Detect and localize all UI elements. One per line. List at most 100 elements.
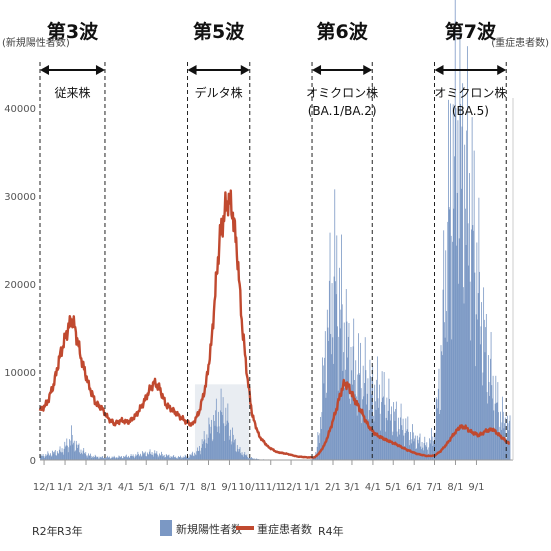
bar-new-cases [494, 430, 495, 460]
bar-new-cases [54, 449, 56, 460]
variant-label: オミクロン株 [306, 85, 378, 100]
x-tick-label: 7/1 [426, 482, 442, 493]
bar-new-cases [176, 457, 177, 460]
bar-new-cases [408, 431, 409, 460]
bar-new-cases [393, 411, 395, 460]
x-tick-label: 9/1 [221, 482, 237, 493]
x-tick-label: 4/1 [365, 482, 381, 493]
x-tick-label: 11/1 [260, 482, 282, 493]
bar-new-cases [86, 457, 88, 460]
bar-new-cases [227, 403, 229, 460]
bar-new-cases [461, 126, 463, 460]
bar-new-cases [328, 280, 330, 460]
bar-new-cases [425, 445, 426, 460]
bar-new-cases [446, 311, 447, 460]
bar-new-cases [65, 445, 67, 460]
bar-new-cases [155, 453, 156, 460]
bar-new-cases [249, 458, 251, 460]
bar-new-cases [133, 456, 135, 460]
bar-new-cases [160, 454, 162, 460]
bar-new-cases [88, 453, 89, 460]
bar-new-cases [203, 431, 205, 460]
bar-new-cases [181, 458, 183, 460]
legend-swatch-new-cases [160, 520, 172, 536]
bar-new-cases [188, 457, 190, 460]
bar-new-cases [169, 457, 171, 460]
bar-new-cases [232, 427, 233, 460]
bar-new-cases [421, 441, 423, 460]
bar-new-cases [397, 417, 399, 460]
bar-new-cases [322, 357, 323, 460]
bar-new-cases [71, 434, 73, 460]
bar-new-cases [199, 450, 201, 460]
bar-new-cases [332, 337, 334, 460]
bar-new-cases [393, 402, 395, 460]
bar-new-cases [83, 447, 85, 460]
bar-new-cases [341, 304, 343, 460]
bar-new-cases [148, 454, 150, 460]
x-tick-label: 4/1 [118, 482, 134, 493]
bar-new-cases [337, 326, 338, 460]
bar-new-cases [355, 360, 357, 460]
bar-new-cases [466, 46, 468, 460]
bar-new-cases [65, 446, 66, 460]
bar-new-cases [314, 458, 315, 460]
bar-new-cases [230, 429, 231, 460]
wave-label: 第6波 [317, 20, 369, 43]
bar-new-cases [50, 453, 51, 460]
bar-new-cases [115, 457, 117, 460]
bar-new-cases [378, 407, 380, 460]
bar-new-cases [67, 452, 69, 460]
bar-new-cases [121, 456, 123, 460]
bar-new-cases [400, 403, 402, 460]
bar-new-cases [482, 372, 484, 460]
bar-new-cases [341, 234, 342, 460]
bar-new-cases [52, 450, 53, 460]
bar-new-cases [63, 454, 64, 460]
bar-new-cases [171, 457, 173, 460]
bar-new-cases [99, 456, 101, 460]
bar-new-cases [454, 156, 455, 460]
bar-new-cases [102, 456, 104, 460]
bar-new-cases [46, 454, 48, 460]
bar-new-cases [374, 401, 376, 460]
bar-new-cases [487, 355, 489, 460]
bar-new-cases [324, 357, 326, 460]
bar-new-cases [212, 439, 214, 460]
bar-new-cases [75, 440, 77, 460]
bar-new-cases [501, 422, 503, 460]
bar-new-cases [184, 454, 186, 460]
bar-new-cases [252, 458, 254, 460]
bar-new-cases [251, 457, 253, 460]
wave-label: 第3波 [47, 20, 99, 43]
bar-new-cases [223, 423, 225, 460]
bar-new-cases [188, 457, 189, 460]
bar-new-cases [175, 456, 177, 460]
bar-new-cases [161, 454, 163, 460]
bar-new-cases [56, 451, 58, 460]
bar-new-cases [127, 455, 129, 460]
bar-new-cases [437, 388, 439, 460]
bar-new-cases [109, 456, 110, 460]
bar-new-cases [74, 451, 76, 460]
bar-new-cases [360, 342, 361, 460]
bar-new-cases [206, 434, 208, 460]
bar-new-cases [52, 451, 54, 460]
bar-new-cases [351, 370, 353, 460]
arrow-head-right [240, 65, 250, 75]
bar-new-cases [246, 454, 248, 460]
bar-new-cases [69, 439, 70, 460]
bar-new-cases [90, 453, 91, 460]
bar-new-cases [126, 457, 128, 460]
bar-new-cases [111, 457, 112, 460]
bar-new-cases [471, 229, 472, 460]
bar-new-cases [483, 319, 485, 460]
bar-new-cases [96, 456, 98, 460]
bar-new-cases [325, 397, 327, 460]
bar-new-cases [410, 432, 411, 460]
bar-new-cases [211, 419, 213, 460]
bar-new-cases [196, 447, 198, 460]
bar-new-cases [349, 398, 351, 460]
bar-new-cases [435, 432, 436, 460]
bar-new-cases [222, 414, 223, 460]
